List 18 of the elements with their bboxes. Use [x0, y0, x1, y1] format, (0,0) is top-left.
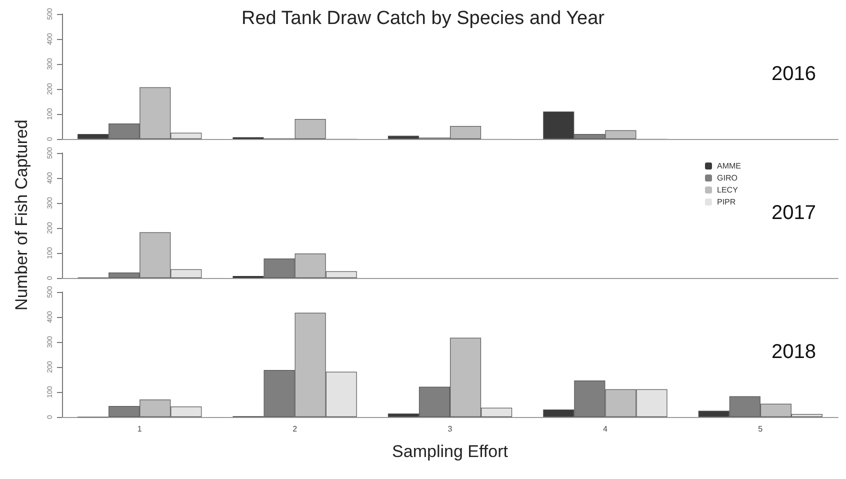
x-tick-label: 2 — [292, 424, 298, 434]
bar — [388, 136, 419, 139]
y-axis-title: Number of Fish Captured — [12, 120, 32, 310]
legend-label: LECY — [717, 186, 739, 194]
annotation: 2018 — [772, 341, 816, 363]
annotation: 2016 — [772, 63, 816, 85]
x-axis-title: Sampling Effort — [392, 442, 508, 461]
legend-label: GIRO — [717, 174, 738, 182]
chart-title: Red Tank Draw Catch by Species and Year — [242, 8, 606, 29]
x-tick-label: 3 — [448, 424, 453, 434]
x-tick-label: 4 — [602, 424, 608, 434]
annotation: 2017 — [772, 202, 816, 224]
bar — [450, 126, 482, 139]
legend-label: AMME — [717, 162, 741, 170]
bar — [294, 119, 326, 139]
x-tick-label: 1 — [137, 424, 142, 434]
legend-label: PIPR — [717, 198, 736, 206]
x-tick-label: 5 — [758, 424, 764, 434]
